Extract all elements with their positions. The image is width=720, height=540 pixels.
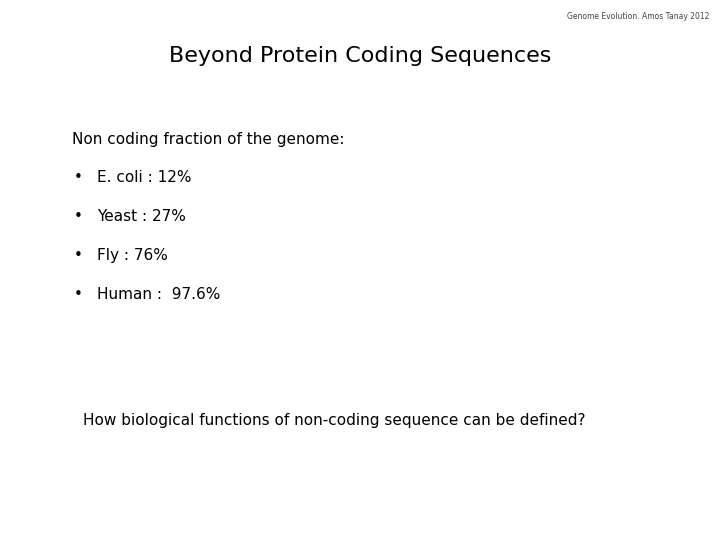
Text: E. coli : 12%: E. coli : 12% [97,170,192,185]
Text: How biological functions of non-coding sequence can be defined?: How biological functions of non-coding s… [83,413,585,428]
Text: Beyond Protein Coding Sequences: Beyond Protein Coding Sequences [168,46,552,66]
Text: Non coding fraction of the genome:: Non coding fraction of the genome: [72,132,344,147]
Text: Genome Evolution. Amos Tanay 2012: Genome Evolution. Amos Tanay 2012 [567,12,709,21]
Text: •: • [73,209,82,224]
Text: •: • [73,287,82,302]
Text: Fly : 76%: Fly : 76% [97,248,168,263]
Text: Human :  97.6%: Human : 97.6% [97,287,220,302]
Text: •: • [73,170,82,185]
Text: Yeast : 27%: Yeast : 27% [97,209,186,224]
Text: •: • [73,248,82,263]
